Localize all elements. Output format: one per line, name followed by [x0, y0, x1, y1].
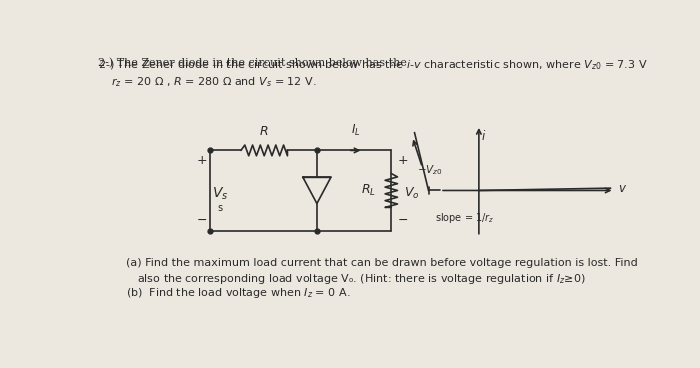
Text: R: R	[260, 125, 269, 138]
Text: −: −	[398, 215, 408, 227]
Text: $r_z$ = 20 Ω , $R$ = 280 Ω and $V_s$ = 12 V.: $r_z$ = 20 Ω , $R$ = 280 Ω and $V_s$ = 1…	[111, 75, 316, 89]
Text: $i$: $i$	[481, 129, 486, 143]
Text: s: s	[218, 203, 223, 213]
Text: $R_L$: $R_L$	[360, 183, 376, 198]
Text: $V_s$: $V_s$	[211, 185, 228, 202]
Text: 2-) The Zener diode in the circuit shown below has the $i$-$v$ characteristic sh: 2-) The Zener diode in the circuit shown…	[98, 58, 648, 72]
Text: slope = 1/$r_z$: slope = 1/$r_z$	[435, 211, 494, 225]
Text: $V_o$: $V_o$	[404, 186, 419, 201]
Text: $I_L$: $I_L$	[351, 123, 360, 138]
Text: $-V_{z0}$: $-V_{z0}$	[417, 163, 443, 177]
Text: also the corresponding load voltage Vₒ. (Hint: there is voltage regulation if $I: also the corresponding load voltage Vₒ. …	[137, 272, 586, 286]
Text: (a) Find the maximum load current that can be drawn before voltage regulation is: (a) Find the maximum load current that c…	[126, 258, 638, 268]
Text: +: +	[197, 153, 207, 166]
Text: 2-) The Zener diode in the circuit shown below has the: 2-) The Zener diode in the circuit shown…	[98, 58, 411, 68]
Text: −: −	[197, 215, 207, 227]
Text: (b)  Find the load voltage when $I_z$ = 0 A.: (b) Find the load voltage when $I_z$ = 0…	[126, 286, 351, 300]
Text: $v$: $v$	[618, 183, 627, 195]
Text: +: +	[398, 153, 408, 166]
